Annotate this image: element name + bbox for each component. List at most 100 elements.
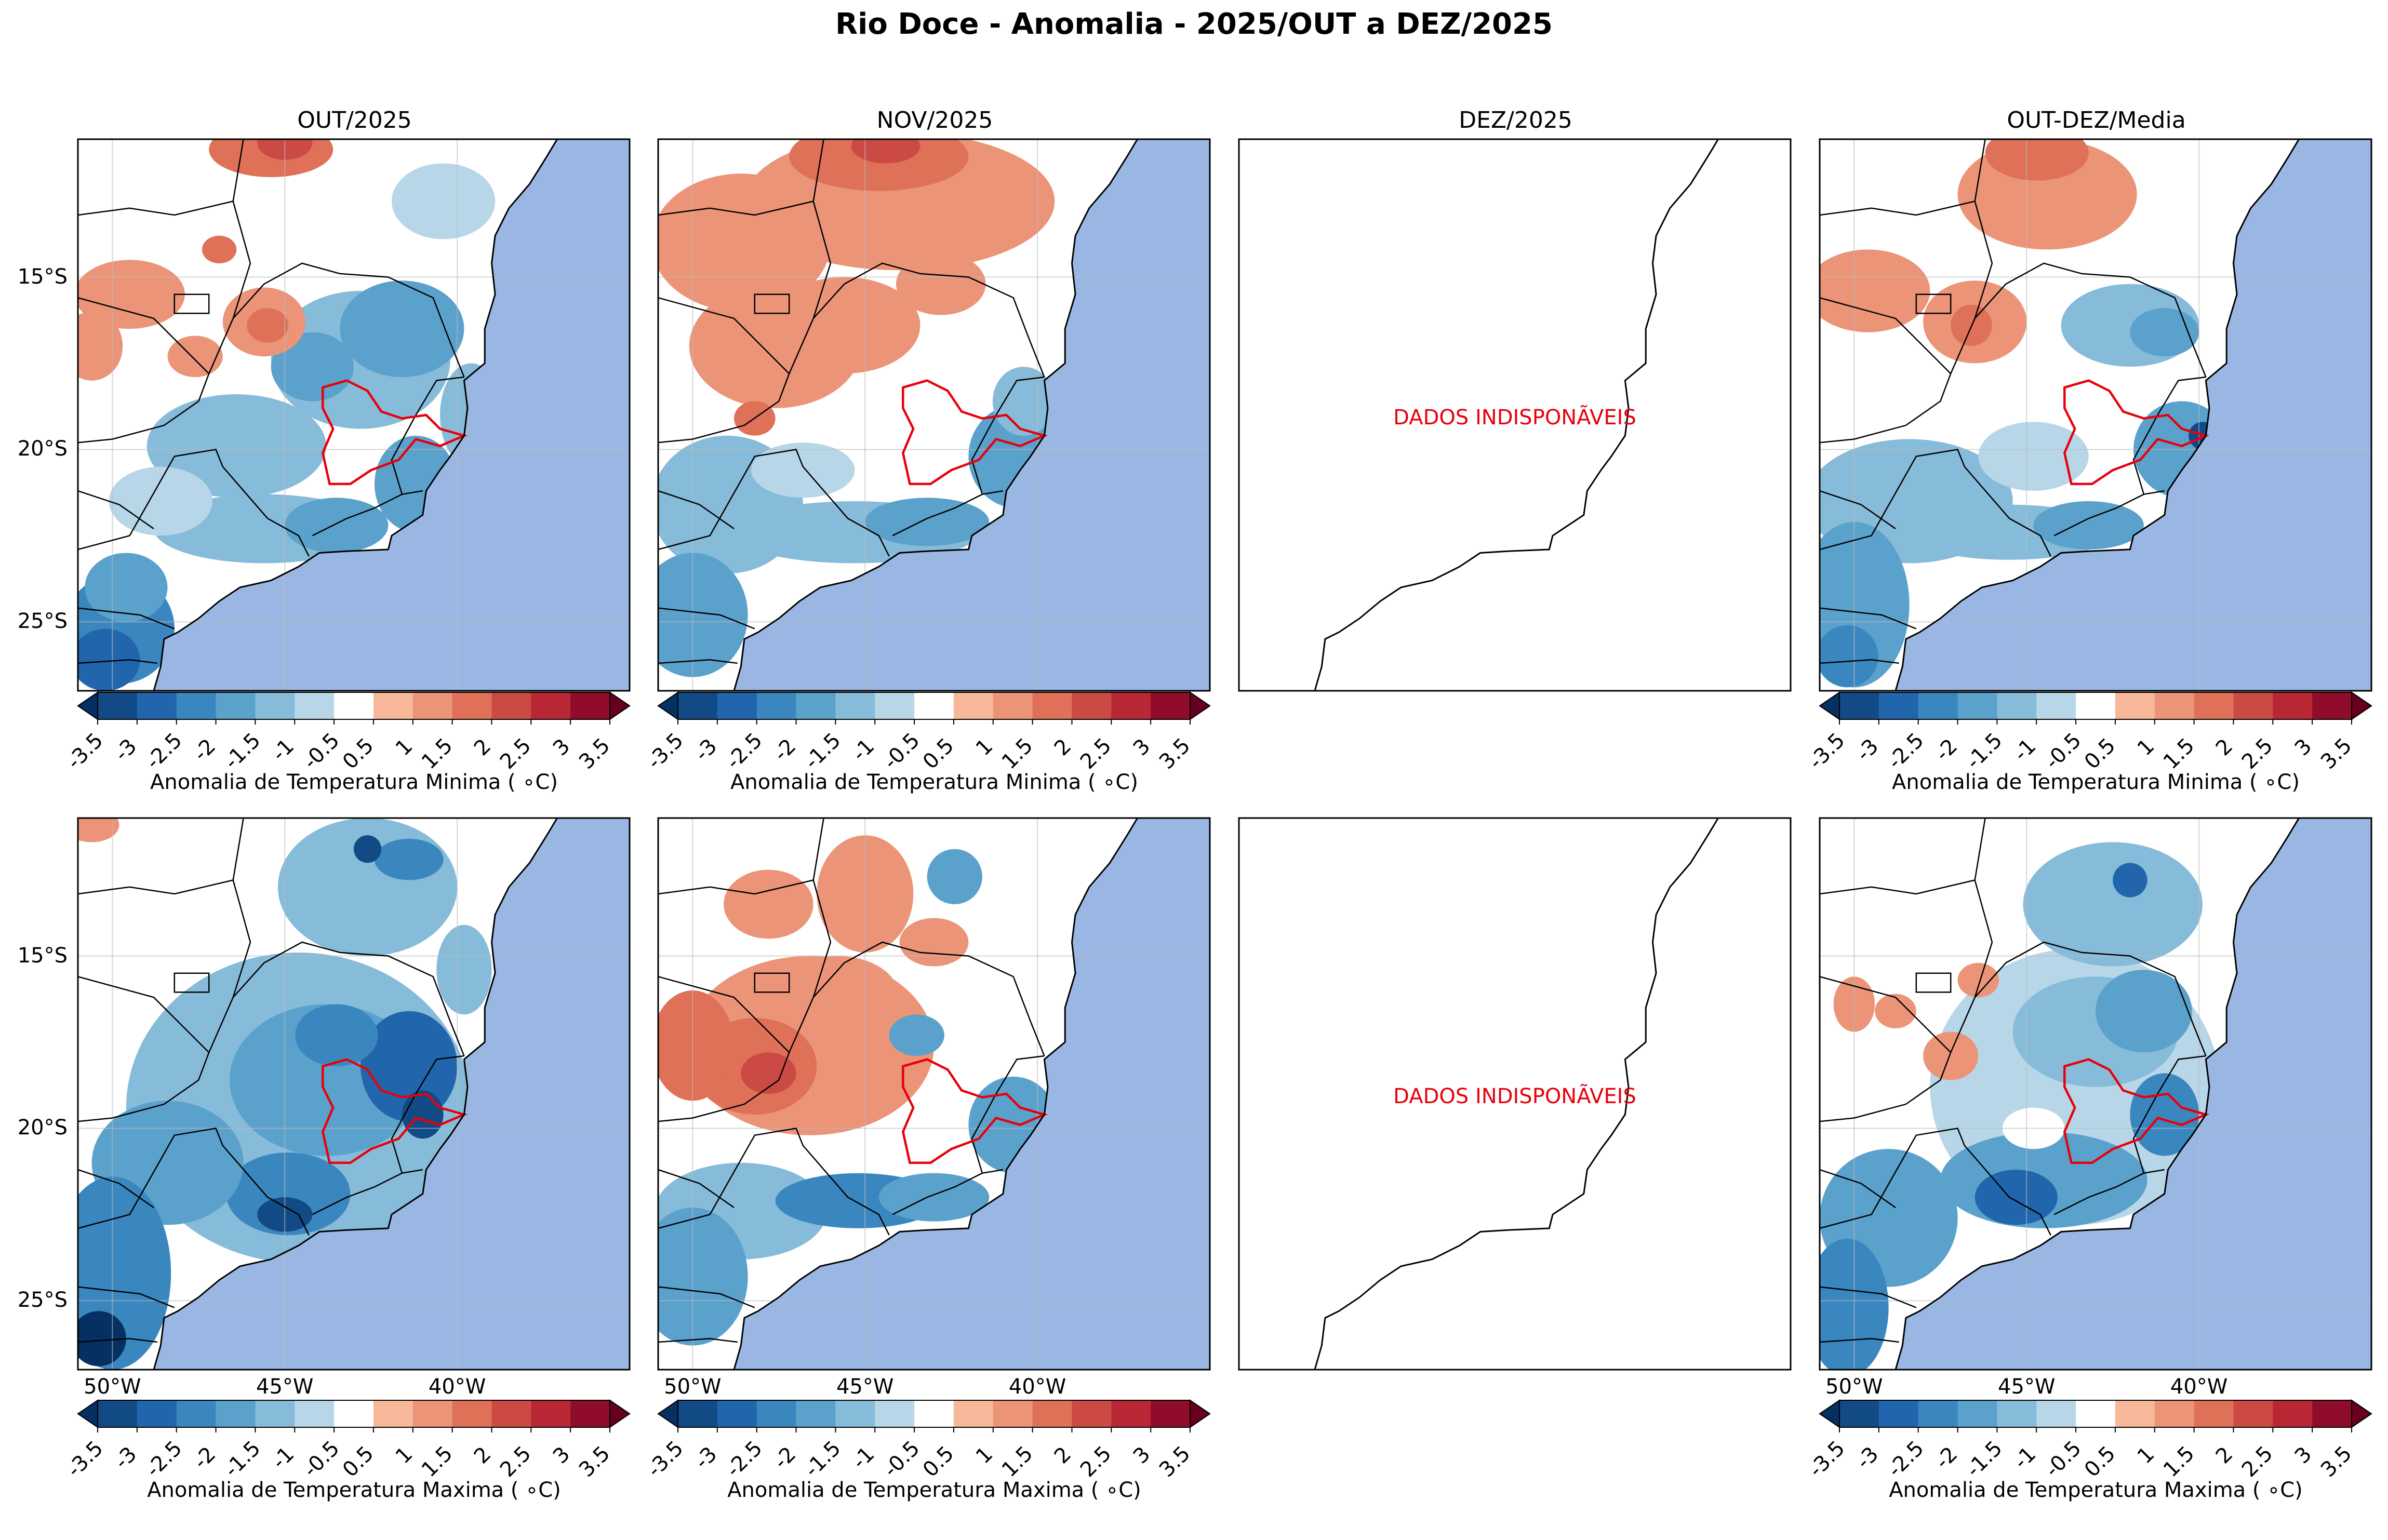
colorbar-segment [452,1400,492,1427]
colorbar [657,1399,1211,1432]
state-border [78,1286,175,1308]
coastline [1895,139,2300,691]
colorbar-segment [2076,1400,2116,1427]
colorbar-segment [176,1400,217,1427]
df-border [174,972,210,993]
rio-doce-basin [321,1058,468,1164]
map-frame [1819,138,2372,692]
colorbar-frame [677,1400,1191,1428]
contour-patch [202,235,237,263]
contour-patch [1985,139,2089,181]
contour-patch [2130,1073,2199,1156]
map-frame [77,138,631,692]
state-border [78,976,210,1053]
contour-patch [775,956,900,1039]
state-border [78,659,157,664]
colorbar-segment [678,692,718,719]
colorbar-segment [2273,1400,2313,1427]
state-border [1820,262,2207,444]
panel-title-1: NOV/2025 [876,107,993,133]
colorbar-segment [255,1400,295,1427]
contour-patch [247,308,288,343]
state-border [1820,607,1917,630]
colorbar-segment [835,1400,875,1427]
contour-patch [2130,308,2199,357]
contour-patch [78,628,140,691]
lon-tick-label: 45°W [1998,1375,2056,1399]
contour-patch [167,336,223,377]
colorbar-segment [491,1400,531,1427]
contour-patch [724,869,813,939]
colorbar-segment [2233,1400,2273,1427]
colorbar-label: Anomalia de Temperatura Minima ( ∘C) [730,770,1138,794]
contour-patch [374,838,444,880]
contour-patch [392,163,496,239]
map-frame [657,138,1211,692]
lon-tick-label: 40°W [2170,1375,2228,1399]
rio-doce-basin [2063,1058,2210,1164]
state-border [78,262,465,444]
contour-patch [402,1090,444,1139]
state-border [658,1338,738,1343]
contour-patch [658,1208,748,1346]
colorbar-frame [1839,1400,2352,1428]
state-border [2053,490,2165,537]
state-border [658,200,813,216]
colorbar-segment [1151,692,1191,719]
colorbar-segment [137,1400,177,1427]
colorbar-segment [875,692,915,719]
rio-doce-basin [321,379,468,486]
df-border [1915,972,1952,993]
colorbar [1819,691,2372,725]
colorbar-segment [295,1400,335,1427]
contour-patch [851,139,920,164]
colorbar [77,691,631,725]
colorbar-segment [1918,1400,1958,1427]
state-border [312,1169,423,1215]
colorbar-extend-high [1190,1399,1211,1428]
colorbar-segment [334,692,374,719]
df-border [754,972,790,993]
contour-patch [78,311,123,381]
colorbar-segment [993,1400,1033,1427]
colorbar-segment [2233,692,2273,719]
lat-tick-label: 25°S [17,609,68,634]
state-border [658,976,790,1053]
state-border [78,297,210,374]
colorbar-segment [2273,692,2313,719]
contour-patch [1820,1238,1889,1370]
colorbar-label: Anomalia de Temperatura Minima ( ∘C) [150,770,558,794]
map-frame [77,817,631,1371]
coastline [733,139,1138,691]
contour-patch [789,139,969,191]
colorbar-segment [176,692,217,719]
lat-tick-label: 15°S [17,264,68,289]
lon-tick-label: 40°W [1008,1375,1066,1399]
colorbar-segment [2036,692,2076,719]
colorbar-segment [2115,692,2155,719]
colorbar-segment [1957,692,1997,719]
rio-doce-basin [901,379,1048,486]
state-border [78,941,465,1122]
state-border [391,1055,464,1174]
colorbar-segment [953,1400,994,1427]
colorbar-segment [373,692,413,719]
colorbar-segment [1839,1400,1879,1427]
colorbar-segment [1072,1400,1112,1427]
colorbar-frame [1839,692,2352,720]
map-panel-1-1 [658,818,1210,1370]
colorbar-segment [678,1400,718,1427]
state-border [78,200,233,216]
colorbar-segment [756,1400,797,1427]
state-border [232,818,251,998]
contour-patch [436,925,492,1015]
lon-tick-label: 50°W [84,1375,141,1399]
colorbar-segment [993,692,1033,719]
colorbar-segment [98,1400,138,1427]
map-panel-0-1 [658,139,1210,691]
state-border [1820,1169,1896,1209]
contour-patch [751,443,855,498]
colorbar-segment [914,1400,954,1427]
colorbar [1819,1399,2372,1432]
